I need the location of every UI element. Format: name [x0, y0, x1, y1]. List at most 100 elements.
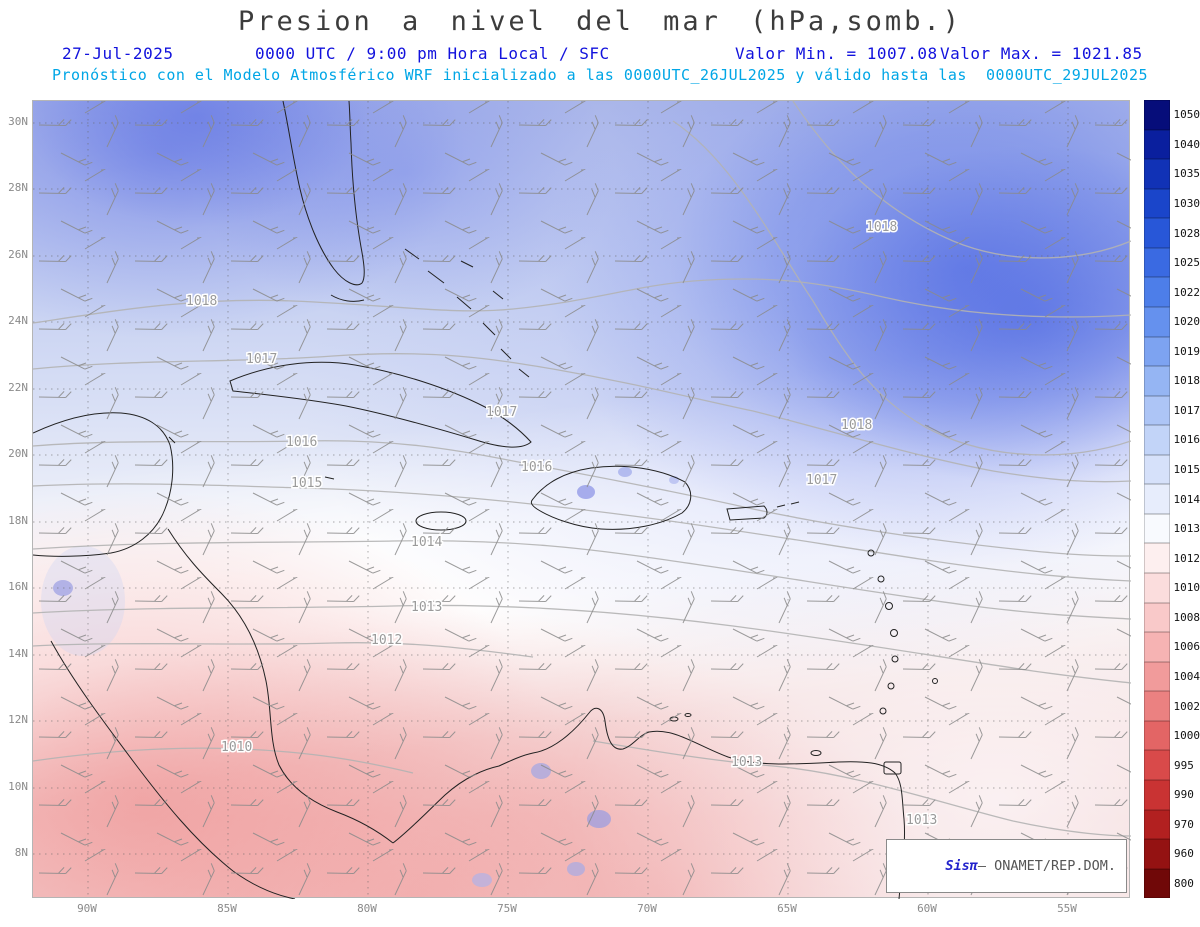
wind-barbs-layer — [33, 101, 1131, 899]
colorbar-cell — [1144, 691, 1170, 721]
lon-tick-label: 90W — [77, 902, 97, 915]
lat-tick-label: 18N — [8, 514, 28, 527]
colorbar-tick-label: 1002 — [1173, 699, 1200, 713]
value-min-label: Valor Min. = 1007.08 — [735, 44, 938, 63]
colorbar-tick-label: 995 — [1174, 758, 1194, 772]
colorbar-cell — [1144, 218, 1170, 248]
contour-label: 1013 — [906, 813, 937, 828]
colorbar-tick-label: 1030 — [1173, 196, 1200, 210]
colorbar-cell — [1144, 484, 1170, 514]
colorbar-cell — [1144, 100, 1170, 130]
contour-label: 1012 — [371, 633, 402, 648]
lon-tick-label: 70W — [637, 902, 657, 915]
colorbar-tick-label: 1035 — [1173, 167, 1200, 181]
colorbar-cell — [1144, 395, 1170, 426]
colorbar-tick-label: 990 — [1174, 788, 1194, 802]
lat-tick-label: 8N — [14, 846, 28, 859]
contour-labels: 1018 1017 1016 1015 1014 1013 1012 1017 … — [185, 219, 939, 830]
colorbar-tick-label: 1018 — [1173, 374, 1200, 388]
colorbar-cell — [1144, 366, 1170, 396]
colorbar-cell — [1144, 188, 1170, 219]
colorbar-cell — [1144, 632, 1170, 662]
colorbar-cell — [1144, 661, 1170, 692]
colorbar-cell — [1144, 573, 1170, 603]
contour-label: 1017 — [806, 473, 837, 488]
lat-tick-label: 14N — [8, 647, 28, 660]
lat-tick-label: 28N — [8, 181, 28, 194]
colorbar-tick-label: 1050 — [1173, 108, 1200, 122]
contour-label: 1017 — [246, 352, 277, 367]
colorbar-cell — [1144, 277, 1170, 307]
colorbar-tick-label: 1006 — [1173, 640, 1200, 654]
colorbar-cell — [1144, 129, 1170, 160]
colorbar-cell — [1144, 247, 1170, 278]
colorbar-cell — [1144, 543, 1170, 573]
colorbar-cell — [1144, 868, 1170, 899]
lon-tick-label: 75W — [497, 902, 517, 915]
colorbar-cell — [1144, 159, 1170, 189]
contour-label: 1017 — [486, 405, 517, 420]
colorbar-tick-label: 1014 — [1173, 492, 1200, 506]
forecast-note: Pronóstico con el Modelo Atmosférico WRF… — [51, 66, 1149, 84]
lat-tick-label: 10N — [8, 780, 28, 793]
valid-time: 0000 UTC / 9:00 pm Hora Local / SFC — [255, 44, 610, 63]
lon-tick-label: 85W — [217, 902, 237, 915]
sispi-logo: Sisπ — [945, 858, 978, 874]
branding-org: — ONAMET/REP.DOM. — [977, 858, 1116, 874]
lat-tick-label: 20N — [8, 447, 28, 460]
colorbar-cell — [1144, 425, 1170, 455]
contour-label: 1016 — [286, 435, 317, 450]
colorbar-tick-label: 1015 — [1173, 463, 1200, 477]
valid-date: 27-Jul-2025 — [62, 44, 174, 63]
colorbar-cell — [1144, 779, 1170, 810]
contour-label: 1018 — [866, 220, 897, 235]
colorbar-cell — [1144, 720, 1170, 751]
colorbar-cell — [1144, 306, 1170, 337]
contour-label: 1014 — [411, 535, 442, 550]
colorbar-cell — [1144, 454, 1170, 485]
colorbar-cell — [1144, 750, 1170, 780]
colorbar-tick-label: 1012 — [1173, 551, 1200, 565]
colorbar-tick-label: 1028 — [1173, 226, 1200, 240]
lat-tick-label: 26N — [8, 248, 28, 261]
colorbar-tick-label: 1010 — [1173, 581, 1200, 595]
map-plot: 1018 1017 1016 1015 1014 1013 1012 1017 … — [32, 100, 1131, 899]
colorbar-tick-label: 1019 — [1173, 344, 1200, 358]
colorbar-legend: 1050 1040 1035 1030 1028 1025 1022 1020 … — [1144, 100, 1200, 899]
lat-tick-label: 30N — [8, 115, 28, 128]
map-overlay-svg: 1018 1017 1016 1015 1014 1013 1012 1017 … — [33, 101, 1131, 899]
lat-tick-label: 22N — [8, 381, 28, 394]
colorbar-tick-label: 800 — [1174, 876, 1194, 890]
colorbar-tick-label: 1017 — [1173, 403, 1200, 417]
colorbar-tick-label: 1022 — [1173, 285, 1200, 299]
lat-tick-label: 12N — [8, 713, 28, 726]
colorbar-tick-label: 1040 — [1173, 137, 1200, 151]
contour-label: 1015 — [291, 476, 322, 491]
colorbar-cell — [1144, 336, 1170, 367]
lon-tick-label: 65W — [777, 902, 797, 915]
colorbar-cell — [1144, 809, 1170, 840]
lon-tick-label: 60W — [917, 902, 937, 915]
branding-box: Sisπ— ONAMET/REP.DOM. — [885, 839, 1127, 893]
page-title: Presion a nivel del mar (hPa,somb.) — [238, 6, 962, 37]
contour-label: 1018 — [186, 294, 217, 309]
contour-label: 1016 — [521, 460, 552, 475]
lon-tick-label: 55W — [1057, 902, 1077, 915]
colorbar-tick-label: 1008 — [1173, 610, 1200, 624]
contour-label: 1010 — [221, 740, 252, 755]
lat-tick-label: 24N — [8, 314, 28, 327]
value-max-label: Valor Max. = 1021.85 — [940, 44, 1143, 63]
colorbar-tick-label: 1013 — [1173, 522, 1200, 536]
colorbar-tick-label: 1004 — [1173, 669, 1200, 683]
colorbar-cell — [1144, 839, 1170, 869]
colorbar-cell — [1144, 513, 1170, 544]
colorbar-tick-label: 970 — [1174, 817, 1194, 831]
colorbar-tick-label: 960 — [1174, 847, 1194, 861]
colorbar-tick-label: 1020 — [1173, 315, 1200, 329]
contour-label: 1013 — [411, 600, 442, 615]
colorbar-tick-label: 1025 — [1173, 256, 1200, 270]
colorbar-tick-label: 1000 — [1173, 729, 1200, 743]
colorbar-tick-label: 1016 — [1173, 433, 1200, 447]
lat-tick-label: 16N — [8, 580, 28, 593]
